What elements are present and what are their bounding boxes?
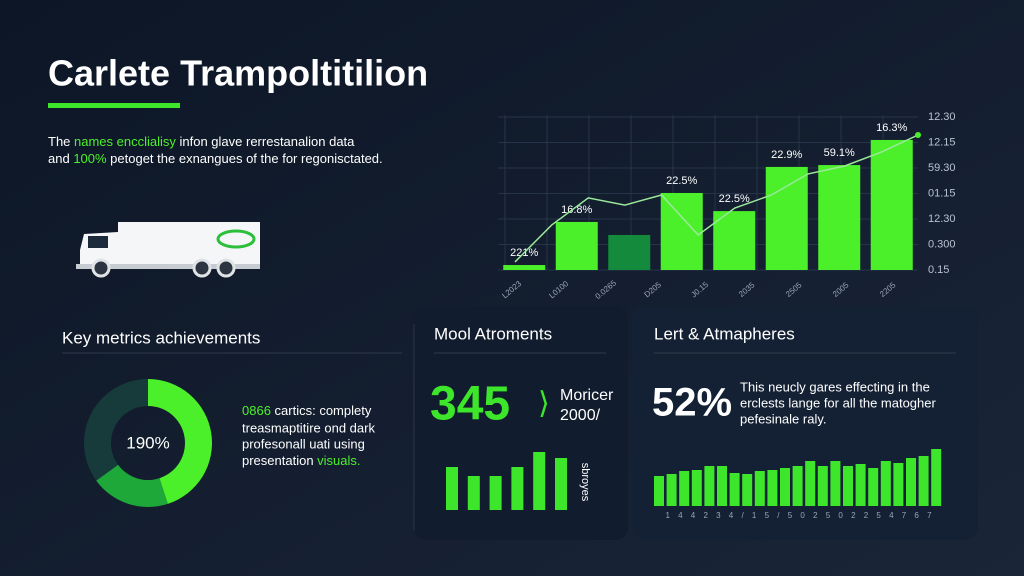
axis-label: 12.15 [928, 136, 956, 148]
bar-tag: 22.9% [771, 149, 802, 161]
bar [855, 464, 866, 506]
bar [893, 463, 904, 506]
arrow: ⟩ [538, 387, 550, 420]
text: and [48, 151, 73, 166]
bar [817, 466, 828, 506]
big-number: 345 [430, 378, 510, 431]
bar [691, 470, 702, 506]
bar-tag: 16.3% [876, 122, 907, 134]
side-text: 2000/ [560, 407, 601, 424]
section-title: Lert & Atmapheres [654, 324, 795, 343]
metric-text: 0866 cartics: complety [242, 403, 372, 418]
bar [666, 474, 677, 506]
bar [780, 468, 790, 506]
section-title: Key metrics achievements [62, 328, 260, 347]
metric-text: treasmaptitire ond dark [242, 420, 375, 435]
bar [742, 474, 753, 506]
bar [918, 456, 929, 506]
bar [533, 452, 546, 510]
highlight: 0866 [242, 403, 271, 418]
text: presentation [242, 453, 317, 468]
title-underline [48, 103, 180, 108]
bar [818, 165, 861, 270]
bar [660, 192, 703, 270]
metric-text: presentation visuals. [242, 453, 361, 468]
bar [830, 461, 841, 506]
donut-segment [83, 379, 148, 481]
axis-label: 01.15 [928, 187, 956, 199]
bar [767, 470, 778, 506]
bar [489, 476, 502, 510]
bar [654, 476, 664, 506]
bar [765, 166, 808, 270]
bar-tag: 22.5% [666, 175, 697, 187]
axis-label: 12.30 [928, 213, 956, 225]
axis-label: 0.300 [928, 238, 956, 250]
bar-tag: 59.1% [824, 147, 855, 159]
intro-line: and 100% petoget the exnangues of the fo… [48, 151, 383, 166]
bar [446, 467, 458, 510]
axis-label: 0.15 [928, 264, 949, 276]
metric-text: profesonall uati using [242, 436, 365, 451]
text: The [48, 134, 74, 149]
bar [503, 265, 546, 270]
trend-line [514, 134, 919, 263]
panel [414, 306, 628, 540]
bar [754, 471, 765, 506]
panel-text: This neucly gares effecting in the [740, 379, 930, 394]
trend-end [915, 131, 921, 138]
bar [805, 461, 816, 506]
bar [555, 458, 567, 510]
bar [843, 466, 853, 506]
bar [906, 458, 916, 506]
bar [880, 461, 891, 506]
truck-icon [76, 222, 260, 278]
side-text: Moricer [560, 387, 614, 404]
bar [511, 467, 524, 510]
vertical-text: sbroyes [579, 463, 591, 502]
bar [555, 221, 598, 270]
axis-label: 12.30 [928, 111, 956, 123]
bar-tag: 22.5% [719, 193, 750, 205]
bar [704, 466, 715, 506]
section-title: Mool Atroments [434, 324, 552, 343]
axis-label: 59.30 [928, 162, 956, 174]
panel-text: pefesinale raly. [740, 411, 826, 426]
bar [931, 449, 942, 506]
bar [729, 473, 740, 506]
bar [868, 468, 879, 506]
text: infon glave rerrestanalion data [176, 134, 355, 149]
highlight: 100% [73, 151, 107, 166]
intro-line: The names encclialisy infon glave rerres… [48, 134, 355, 149]
bar [713, 211, 756, 270]
highlight: names encclialisy [74, 134, 176, 149]
bar [792, 466, 803, 506]
bar [870, 139, 913, 270]
donut-center-label: 190% [126, 433, 169, 452]
tick-text: 1 4 4 2 3 4 / 1 5 / 5 0 2 5 0 2 2 5 4 7 … [665, 511, 934, 520]
text: cartics: complety [271, 403, 372, 418]
title: Carlete Trampoltitilion [48, 53, 428, 94]
bar [467, 476, 480, 510]
bar [679, 471, 690, 506]
text: petoget the exnangues of the for regonis… [107, 151, 383, 166]
donut-segment [148, 379, 212, 504]
panel-text: erclests lange for all the matogher [740, 395, 936, 410]
donut-segment [96, 464, 168, 507]
big-number: 52% [652, 381, 732, 425]
bar [717, 466, 727, 506]
highlight: visuals. [317, 453, 360, 468]
bar [608, 234, 651, 270]
